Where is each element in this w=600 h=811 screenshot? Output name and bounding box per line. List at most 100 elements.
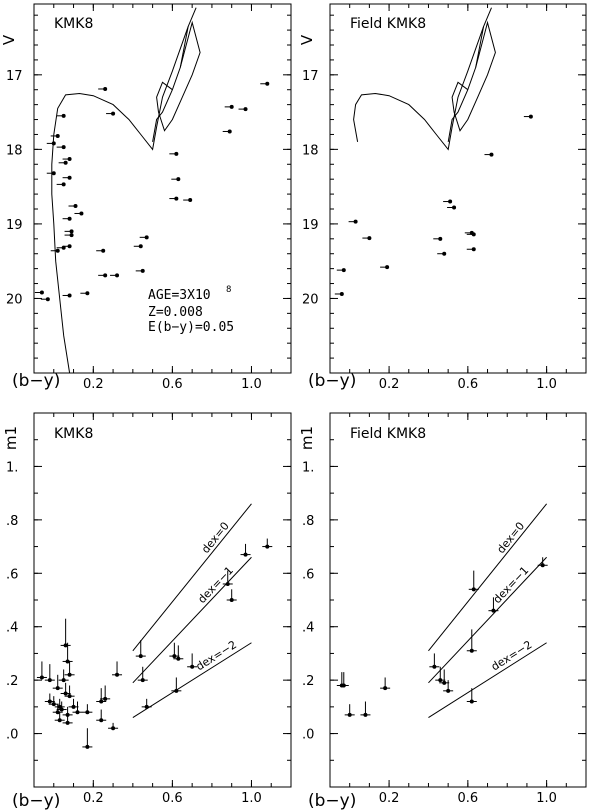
data-point: [484, 152, 494, 157]
data-point: [64, 233, 74, 238]
data-point: [141, 698, 152, 709]
data-point: [56, 145, 66, 150]
data-point-marker: [61, 113, 66, 118]
y-tick-label: .4: [302, 621, 314, 636]
data-point: [447, 205, 457, 210]
y-tick-label: 1.: [6, 460, 18, 475]
data-point: [34, 290, 44, 295]
data-point: [433, 236, 443, 241]
data-point: [50, 248, 60, 253]
y-axis-label: m1: [2, 426, 20, 450]
data-point-marker: [448, 199, 453, 204]
data-point-marker: [111, 111, 116, 116]
data-point: [106, 111, 116, 116]
x-axis-label: (b−y): [308, 371, 356, 391]
data-point: [62, 293, 72, 298]
data-point: [171, 677, 182, 693]
x-tick-label: 0.6: [458, 377, 479, 392]
data-point-marker: [469, 648, 474, 653]
data-point: [224, 104, 234, 109]
x-tick-label: 1.0: [536, 791, 557, 806]
data-point: [82, 728, 93, 749]
data-point-marker: [65, 720, 70, 725]
data-point: [60, 682, 71, 696]
data-point: [56, 182, 66, 187]
data-point: [260, 81, 270, 86]
panel-title: Field KMK8: [350, 16, 426, 32]
data-point-marker: [39, 675, 44, 680]
data-point: [380, 677, 391, 691]
y-tick-label: .8: [302, 514, 314, 529]
data-point-marker: [452, 205, 457, 210]
data-point-marker: [138, 654, 143, 659]
y-axis-label: m1: [298, 426, 316, 450]
data-point: [80, 291, 90, 296]
data-point-marker: [265, 544, 270, 549]
data-point-marker: [85, 291, 90, 296]
data-point: [100, 685, 111, 701]
data-point-marker: [61, 678, 66, 683]
data-point-marker: [144, 704, 149, 709]
data-point: [137, 666, 148, 683]
annotation-reddening: E(b−y)=0.05: [148, 320, 234, 335]
data-point-marker: [103, 86, 108, 91]
data-point: [238, 107, 248, 112]
data-point-marker: [367, 236, 372, 241]
panel-m1-field: m1 Field KMK8 (b−y): [298, 412, 587, 811]
data-point: [62, 175, 72, 180]
y-tick-label: 20: [302, 292, 319, 307]
data-point-marker: [172, 654, 177, 659]
y-tick-label: 17: [6, 69, 23, 84]
data-point-marker: [47, 699, 52, 704]
data-point: [58, 160, 68, 165]
data-point-marker: [176, 656, 181, 661]
y-tick-label: 19: [6, 218, 23, 233]
y-tick-label: 18: [6, 143, 23, 158]
data-point: [98, 86, 108, 91]
data-point-marker: [73, 204, 78, 209]
data-point-marker: [67, 175, 72, 180]
x-tick-label: 0.6: [458, 791, 479, 806]
y-axis-label: V: [0, 34, 18, 45]
data-point-marker: [103, 273, 108, 278]
data-point-marker: [174, 151, 179, 156]
data-point-marker: [103, 696, 108, 701]
data-point-marker: [229, 104, 234, 109]
y-tick-label: .2: [302, 674, 314, 689]
metallicity-line: [132, 642, 252, 718]
data-point-marker: [69, 233, 74, 238]
data-point: [262, 538, 273, 549]
data-point: [466, 688, 477, 704]
data-point: [56, 113, 66, 118]
data-point-marker: [138, 244, 143, 249]
data-point-marker: [67, 293, 72, 298]
data-point: [222, 129, 232, 134]
data-point: [56, 701, 67, 712]
data-point: [64, 685, 75, 699]
plot-frame: [33, 412, 292, 788]
data-point: [226, 589, 237, 602]
data-point: [429, 653, 440, 669]
panel-title: KMK8: [54, 426, 93, 442]
data-point: [62, 216, 72, 221]
metallicity-line: [132, 503, 252, 652]
data-point-marker: [115, 672, 120, 677]
data-point: [139, 235, 149, 240]
data-point-marker: [353, 219, 358, 224]
data-point: [96, 688, 107, 704]
data-point: [62, 714, 73, 725]
data-point: [62, 157, 72, 162]
isochrone-curve: [451, 20, 496, 132]
isochrone-curve: [152, 26, 189, 142]
data-point-marker: [243, 107, 248, 112]
data-point-marker: [55, 248, 60, 253]
panel-m1-kmk8: m1 KMK8 (b−y): [2, 412, 292, 811]
panel-title: Field KMK8: [350, 426, 426, 442]
data-point: [466, 247, 476, 252]
data-point-marker: [79, 211, 84, 216]
data-point: [82, 704, 93, 715]
data-point-marker: [540, 563, 545, 568]
data-point-marker: [347, 712, 352, 717]
data-point-marker: [243, 552, 248, 557]
data-point: [40, 297, 50, 302]
